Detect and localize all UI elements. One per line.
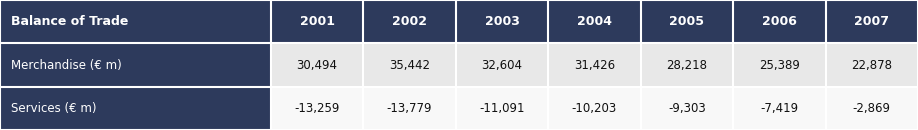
FancyBboxPatch shape [0, 0, 271, 43]
FancyBboxPatch shape [641, 43, 733, 87]
Text: -11,091: -11,091 [479, 102, 525, 115]
Text: -9,303: -9,303 [668, 102, 706, 115]
FancyBboxPatch shape [733, 0, 825, 43]
Text: -2,869: -2,869 [853, 102, 890, 115]
Text: Merchandise (€ m): Merchandise (€ m) [11, 58, 122, 72]
FancyBboxPatch shape [733, 87, 825, 130]
FancyBboxPatch shape [0, 87, 271, 130]
Text: 22,878: 22,878 [851, 58, 892, 72]
Text: -10,203: -10,203 [572, 102, 617, 115]
Text: Balance of Trade: Balance of Trade [11, 15, 129, 28]
Text: 30,494: 30,494 [297, 58, 338, 72]
FancyBboxPatch shape [364, 0, 455, 43]
FancyBboxPatch shape [825, 0, 918, 43]
FancyBboxPatch shape [364, 87, 455, 130]
FancyBboxPatch shape [271, 43, 364, 87]
FancyBboxPatch shape [548, 87, 641, 130]
Text: 35,442: 35,442 [389, 58, 430, 72]
Text: 2004: 2004 [577, 15, 612, 28]
Text: 25,389: 25,389 [759, 58, 800, 72]
Text: -7,419: -7,419 [760, 102, 799, 115]
Text: 2001: 2001 [299, 15, 334, 28]
Text: 31,426: 31,426 [574, 58, 615, 72]
FancyBboxPatch shape [271, 0, 364, 43]
Text: 2003: 2003 [485, 15, 520, 28]
Text: 2006: 2006 [762, 15, 797, 28]
FancyBboxPatch shape [364, 43, 455, 87]
FancyBboxPatch shape [825, 87, 918, 130]
FancyBboxPatch shape [641, 87, 733, 130]
Text: 2002: 2002 [392, 15, 427, 28]
Text: 28,218: 28,218 [666, 58, 708, 72]
Text: -13,779: -13,779 [386, 102, 432, 115]
Text: 2005: 2005 [669, 15, 704, 28]
Text: 32,604: 32,604 [481, 58, 522, 72]
FancyBboxPatch shape [548, 43, 641, 87]
Text: Services (€ m): Services (€ m) [11, 102, 96, 115]
FancyBboxPatch shape [455, 0, 548, 43]
Text: -13,259: -13,259 [295, 102, 340, 115]
FancyBboxPatch shape [455, 43, 548, 87]
FancyBboxPatch shape [825, 43, 918, 87]
FancyBboxPatch shape [0, 43, 271, 87]
FancyBboxPatch shape [548, 0, 641, 43]
FancyBboxPatch shape [455, 87, 548, 130]
FancyBboxPatch shape [271, 87, 364, 130]
FancyBboxPatch shape [641, 0, 733, 43]
FancyBboxPatch shape [733, 43, 825, 87]
Text: 2007: 2007 [855, 15, 890, 28]
